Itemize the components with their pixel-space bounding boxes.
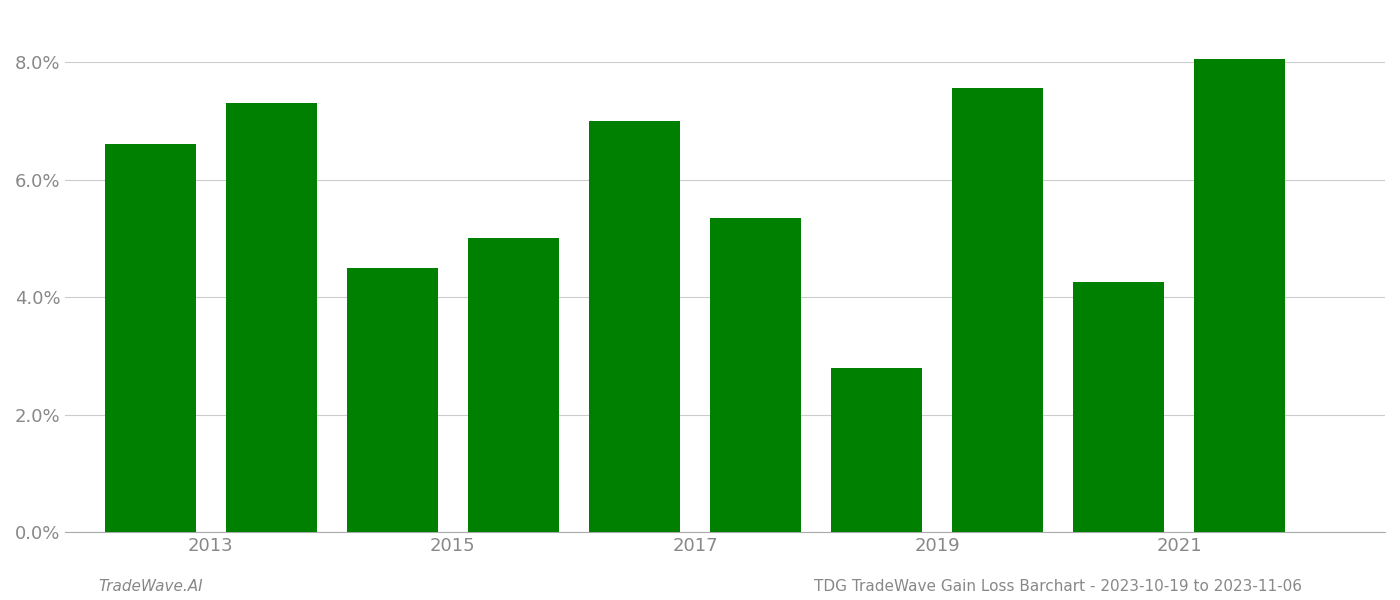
Bar xyxy=(1074,283,1163,532)
Bar xyxy=(225,103,316,532)
Bar xyxy=(347,268,438,532)
Bar xyxy=(952,88,1043,532)
Text: TDG TradeWave Gain Loss Barchart - 2023-10-19 to 2023-11-06: TDG TradeWave Gain Loss Barchart - 2023-… xyxy=(813,579,1302,594)
Bar xyxy=(105,144,196,532)
Bar xyxy=(710,218,801,532)
Bar xyxy=(468,238,559,532)
Bar xyxy=(589,121,680,532)
Bar xyxy=(1194,59,1285,532)
Bar xyxy=(832,368,923,532)
Text: TradeWave.AI: TradeWave.AI xyxy=(98,579,203,594)
